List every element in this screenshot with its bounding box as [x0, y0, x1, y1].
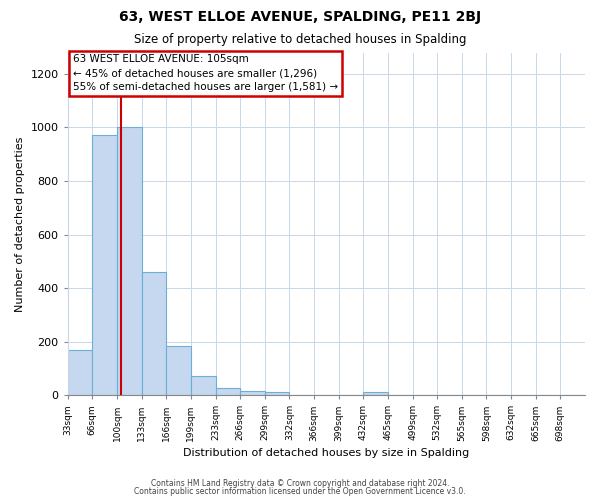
Bar [92, 136, 117, 395]
Text: 63, WEST ELLOE AVENUE, SPALDING, PE11 2BJ: 63, WEST ELLOE AVENUE, SPALDING, PE11 2B… [119, 10, 481, 24]
Bar [166, 346, 191, 395]
Bar [240, 391, 265, 395]
Bar [215, 388, 240, 395]
Bar [191, 376, 215, 395]
Bar [142, 272, 166, 395]
Text: Size of property relative to detached houses in Spalding: Size of property relative to detached ho… [134, 32, 466, 46]
Text: 63 WEST ELLOE AVENUE: 105sqm
← 45% of detached houses are smaller (1,296)
55% of: 63 WEST ELLOE AVENUE: 105sqm ← 45% of de… [73, 54, 338, 92]
Bar [364, 392, 388, 395]
Bar [68, 350, 92, 395]
Text: Contains public sector information licensed under the Open Government Licence v3: Contains public sector information licen… [134, 487, 466, 496]
Bar [265, 392, 289, 395]
Y-axis label: Number of detached properties: Number of detached properties [15, 136, 25, 312]
Bar [117, 128, 142, 395]
X-axis label: Distribution of detached houses by size in Spalding: Distribution of detached houses by size … [183, 448, 469, 458]
Text: Contains HM Land Registry data © Crown copyright and database right 2024.: Contains HM Land Registry data © Crown c… [151, 478, 449, 488]
